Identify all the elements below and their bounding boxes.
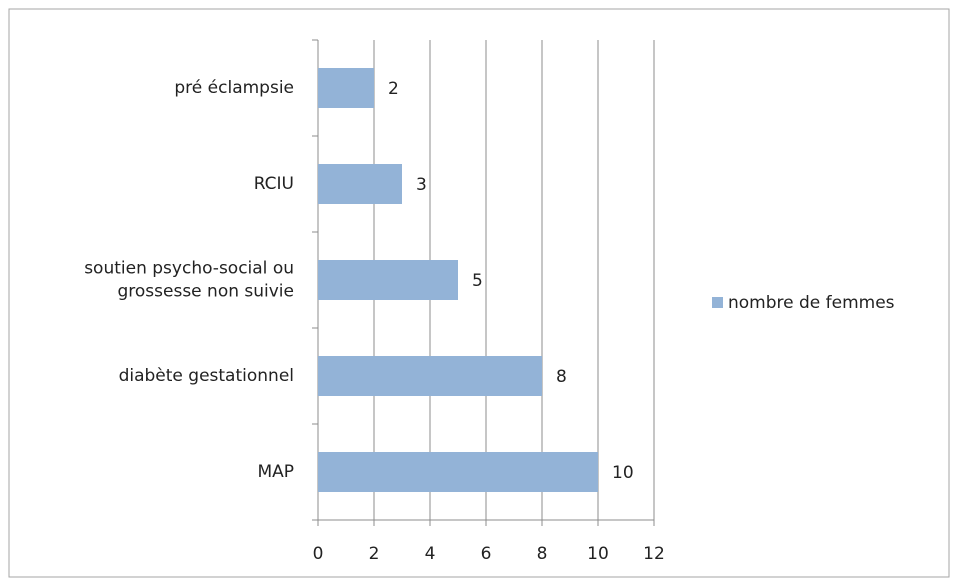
x-tick-label: 2: [369, 544, 380, 564]
y-tick-label: soutien psycho-social ou grossesse non su…: [84, 259, 294, 302]
y-tick-label: diabète gestationnel: [119, 366, 294, 386]
x-tick-label: 6: [481, 544, 492, 564]
x-tick-label: 0: [313, 544, 324, 564]
bar: [318, 260, 458, 300]
bar: [318, 356, 542, 396]
data-label: 3: [416, 175, 427, 195]
y-tick-label: RCIU: [254, 174, 294, 194]
x-tick-label: 12: [643, 544, 665, 564]
y-tick-label: MAP: [257, 462, 294, 482]
data-label: 8: [556, 367, 567, 387]
data-label: 10: [612, 463, 634, 483]
x-tick-label: 4: [425, 544, 436, 564]
legend-label: nombre de femmes: [728, 293, 895, 313]
x-tick-label: 8: [537, 544, 548, 564]
data-label: 2: [388, 79, 399, 99]
legend-swatch: [712, 297, 723, 308]
data-label: 5: [472, 271, 483, 291]
x-tick-label: 10: [587, 544, 609, 564]
bar: [318, 164, 402, 204]
y-tick-label: pré éclampsie: [174, 78, 294, 98]
bar: [318, 452, 598, 492]
bar: [318, 68, 374, 108]
